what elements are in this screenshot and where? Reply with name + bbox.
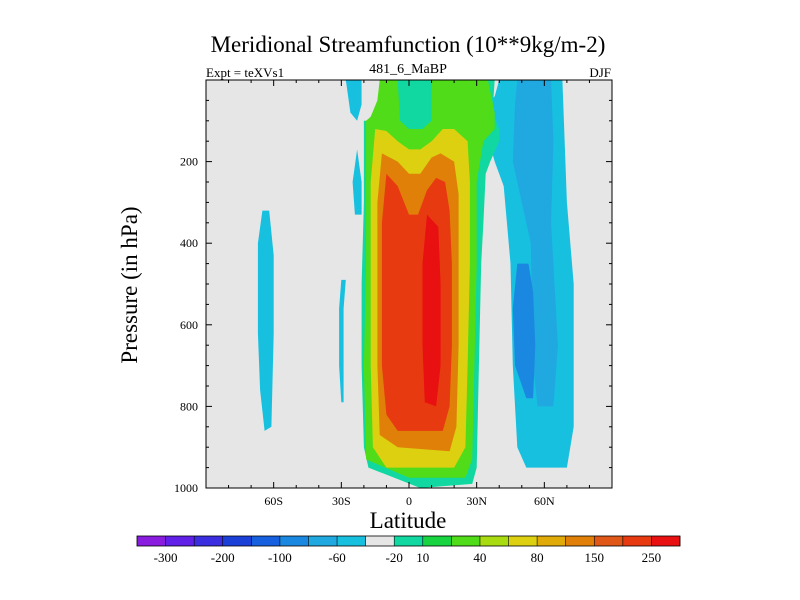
colorbar-label: -200 xyxy=(211,550,235,565)
experiment-label: Expt = teXVs1 xyxy=(206,65,284,80)
contour-region--100-2 xyxy=(512,263,536,399)
colorbar-label: -100 xyxy=(268,550,292,565)
colorbar-swatch xyxy=(394,536,424,546)
x-tick-label: 0 xyxy=(406,494,412,508)
colorbar-swatch xyxy=(422,536,452,546)
chart-title: Meridional Streamfunction (10**9kg/m-2) xyxy=(211,32,606,57)
period-label: 481_6_MaBP xyxy=(369,62,447,77)
colorbar-swatch xyxy=(165,536,195,546)
colorbar-label: 250 xyxy=(642,550,662,565)
colorbar-label: 40 xyxy=(473,550,486,565)
colorbar-label: -60 xyxy=(328,550,345,565)
colorbar-swatch xyxy=(565,536,595,546)
colorbar-label: -20 xyxy=(386,550,403,565)
colorbar-swatch xyxy=(594,536,624,546)
x-tick-label: 60N xyxy=(534,494,555,508)
contour-region--20-6 xyxy=(339,279,346,403)
colorbar-swatch xyxy=(308,536,338,546)
contour-region--60-1 xyxy=(512,80,558,407)
colorbar-swatch xyxy=(337,536,366,546)
colorbar-swatch xyxy=(537,536,566,546)
colorbar-swatch xyxy=(251,536,281,546)
y-tick-label: 400 xyxy=(180,236,198,250)
colorbar-swatch xyxy=(479,536,509,546)
x-tick-label: 30S xyxy=(332,494,351,508)
contour-regions xyxy=(257,80,574,488)
y-tick-label: 800 xyxy=(180,399,198,413)
axis-ticks: 60S 30S 0 30N 60N 200 400 600 800 1000 xyxy=(174,80,612,508)
contour-region--20-5 xyxy=(345,80,362,121)
y-tick-label: 200 xyxy=(180,155,198,169)
season-label: DJF xyxy=(589,65,611,80)
colorbar-swatch xyxy=(365,536,395,546)
y-tick-label: 1000 xyxy=(174,481,198,495)
colorbar-swatch xyxy=(451,536,481,546)
y-axis-title: Pressure (in hPa) xyxy=(117,206,142,363)
colorbar-swatch xyxy=(194,536,224,546)
colorbar-swatch xyxy=(222,536,252,546)
x-axis-title: Latitude xyxy=(370,508,447,533)
contour-region--20-3 xyxy=(257,210,274,431)
colorbar-label: 10 xyxy=(416,550,429,565)
colorbar-swatch xyxy=(137,536,166,546)
x-tick-label: 60S xyxy=(264,494,283,508)
colorbar: -300 -200 -100 -60 -20 10 40 80 150 250 xyxy=(136,535,681,565)
colorbar-label: 80 xyxy=(531,550,544,565)
contour-region-250h-12 xyxy=(422,214,441,407)
colorbar-swatch xyxy=(622,536,652,546)
y-tick-label: 600 xyxy=(180,318,198,332)
colorbar-label: -300 xyxy=(154,550,178,565)
colorbar-frame xyxy=(136,535,681,547)
colorbar-swatch xyxy=(279,536,309,546)
x-tick-label: 30N xyxy=(466,494,487,508)
colorbar-swatch xyxy=(651,536,681,546)
colorbar-label: 150 xyxy=(585,550,605,565)
colorbar-swatch xyxy=(508,536,538,546)
contour-region--20-4 xyxy=(352,149,362,215)
